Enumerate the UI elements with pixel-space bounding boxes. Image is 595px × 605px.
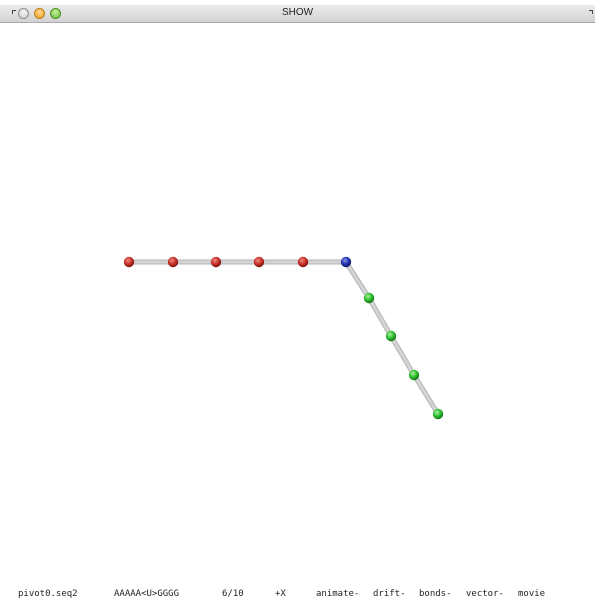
zoom-window-icon[interactable] [50,8,61,19]
file-name-label: pivot0.seq2 [18,589,78,599]
resize-corner-left-icon [12,10,16,14]
bonds-layer [126,259,441,417]
beads-layer [123,256,444,420]
bead-green[interactable] [385,330,397,342]
resize-corner-right-icon [589,10,593,14]
bond [367,296,393,338]
bead-red[interactable] [297,256,309,268]
bead-red[interactable] [210,256,222,268]
bead-green[interactable] [363,292,375,304]
sequence-label: AAAAA<U>GGGG [114,589,180,599]
title-bar[interactable]: SHOW [0,5,595,23]
bead-red[interactable] [167,256,179,268]
minimize-window-icon[interactable] [34,8,45,19]
vector-toggle[interactable]: vector- [466,589,504,599]
bond [344,260,371,300]
movie-toggle[interactable]: movie [518,589,546,599]
bead-green[interactable] [432,408,444,420]
bead-red[interactable] [123,256,135,268]
close-window-icon[interactable] [18,8,29,19]
bond [389,334,416,377]
status-bar: pivot0.seq2 AAAAA<U>GGGG 6/10 +X animate… [0,589,595,603]
drift-toggle[interactable]: drift- [373,589,406,599]
molecule-canvas[interactable] [0,24,595,584]
frame-counter: 6/10 [222,589,244,599]
animate-toggle[interactable]: animate- [316,589,360,599]
axis-toggle[interactable]: +X [275,589,286,599]
bead-blue[interactable] [340,256,352,268]
bonds-toggle[interactable]: bonds- [419,589,452,599]
window-title: SHOW [281,7,314,18]
bead-red[interactable] [253,256,265,268]
bond [412,373,440,416]
bead-green[interactable] [408,369,420,381]
